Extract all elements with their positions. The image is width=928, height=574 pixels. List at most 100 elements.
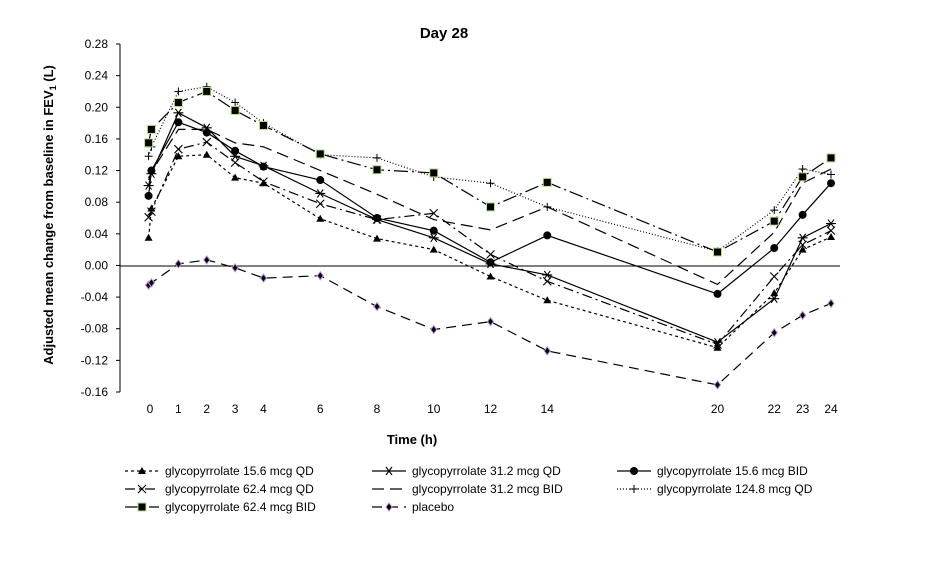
legend-item: glycopyrrolate 124.8 mcg QD: [617, 482, 813, 496]
chart-title: Day 28: [420, 25, 468, 42]
legend-item: glycopyrrolate 31.2 mcg QD: [372, 464, 561, 478]
series-2: [144, 118, 835, 298]
data-point: [231, 262, 239, 273]
data-point: [798, 245, 807, 253]
data-point: [174, 87, 183, 96]
data-point: [230, 158, 240, 168]
y-tick-label: 0.04: [85, 227, 109, 241]
data-point: [428, 233, 439, 243]
data-point: [713, 380, 722, 390]
legend-item: glycopyrrolate 15.6 mcg QD: [125, 464, 314, 478]
x-tick-label: 10: [427, 402, 441, 416]
y-tick-label: -0.08: [81, 322, 109, 336]
data-point: [713, 343, 722, 351]
data-point: [147, 166, 156, 175]
data-point: [769, 216, 779, 226]
legend-marker: [137, 484, 147, 494]
legend-marker: [385, 502, 393, 512]
data-point: [430, 324, 438, 335]
y-axis-label-unit: (L): [41, 65, 56, 85]
data-point: [259, 120, 268, 130]
data-point: [144, 191, 153, 200]
data-point: [259, 177, 268, 187]
data-point: [173, 98, 183, 108]
data-point: [713, 247, 722, 257]
data-point: [259, 162, 268, 171]
data-point: [486, 179, 495, 188]
legend-marker: [630, 485, 638, 493]
data-point: [542, 270, 553, 280]
data-point: [486, 258, 495, 267]
data-point: [770, 244, 779, 253]
x-tick-label: 6: [317, 402, 324, 416]
data-point: [202, 137, 212, 147]
legend-label: glycopyrrolate 31.2 mcg QD: [412, 464, 561, 478]
data-point: [486, 249, 495, 259]
y-tick-label: 0.00: [85, 258, 109, 272]
series-6: [144, 86, 836, 257]
data-point: [174, 152, 183, 160]
data-point: [231, 98, 240, 107]
data-point: [543, 231, 552, 240]
y-tick-label: 0.24: [85, 69, 109, 83]
data-point: [798, 172, 808, 182]
data-point: [798, 164, 807, 173]
data-point: [231, 146, 240, 155]
series-line: [148, 154, 832, 349]
data-point: [202, 150, 211, 158]
data-point: [372, 215, 382, 224]
series-7: [144, 255, 835, 390]
data-point: [173, 144, 183, 154]
data-point: [231, 173, 240, 181]
legend-marker: [138, 467, 146, 474]
x-tick-label: 4: [260, 402, 267, 416]
data-point: [259, 273, 268, 283]
x-tick-label: 0: [147, 402, 154, 416]
data-point: [827, 170, 835, 179]
y-tick-label: 0.20: [85, 100, 109, 114]
data-point: [315, 189, 326, 198]
x-tick-label: 24: [824, 402, 838, 416]
legend-item: glycopyrrolate 62.4 mcg BID: [125, 500, 316, 514]
data-point: [543, 202, 552, 211]
x-tick-label: 12: [484, 402, 498, 416]
legend-label: placebo: [412, 500, 454, 514]
legend-item: glycopyrrolate 15.6 mcg BID: [617, 464, 808, 478]
legend-marker: [384, 466, 394, 476]
data-point: [373, 214, 381, 222]
legend-marker: [137, 502, 147, 512]
x-tick-label: 3: [232, 402, 239, 416]
data-point: [174, 259, 182, 269]
x-tick-label: 14: [541, 402, 555, 416]
y-tick-label: -0.12: [81, 353, 109, 367]
data-point: [316, 176, 325, 185]
y-axis-label: Adjusted mean change from baseline in FE…: [41, 65, 58, 365]
series-layer: [143, 82, 836, 390]
series-4: [148, 128, 832, 286]
data-point: [429, 168, 439, 178]
x-axis-label: Time (h): [387, 432, 437, 447]
series-line: [148, 128, 832, 286]
y-tick-label: 0.08: [85, 195, 109, 209]
x-tick-label: 20: [711, 402, 725, 416]
y-tick-label: 0.16: [85, 132, 109, 146]
data-point: [203, 255, 211, 265]
data-point: [827, 232, 835, 240]
data-point: [315, 149, 325, 159]
data-point: [373, 234, 381, 242]
data-point: [144, 212, 153, 222]
data-point: [372, 165, 382, 175]
data-point: [713, 289, 722, 298]
data-point: [797, 233, 808, 243]
legend-marker: [630, 467, 638, 475]
data-point: [146, 124, 156, 134]
data-point: [316, 270, 324, 281]
data-point: [144, 233, 153, 241]
legend-label: glycopyrrolate 124.8 mcg QD: [657, 482, 813, 496]
legend-label: glycopyrrolate 15.6 mcg QD: [165, 464, 314, 478]
legend-item: placebo: [372, 500, 454, 514]
data-point: [429, 208, 439, 218]
x-ticks: 0 1 2 3 4 6 8 10 12 14 20 22 23 24: [147, 402, 838, 416]
data-point: [316, 214, 325, 222]
